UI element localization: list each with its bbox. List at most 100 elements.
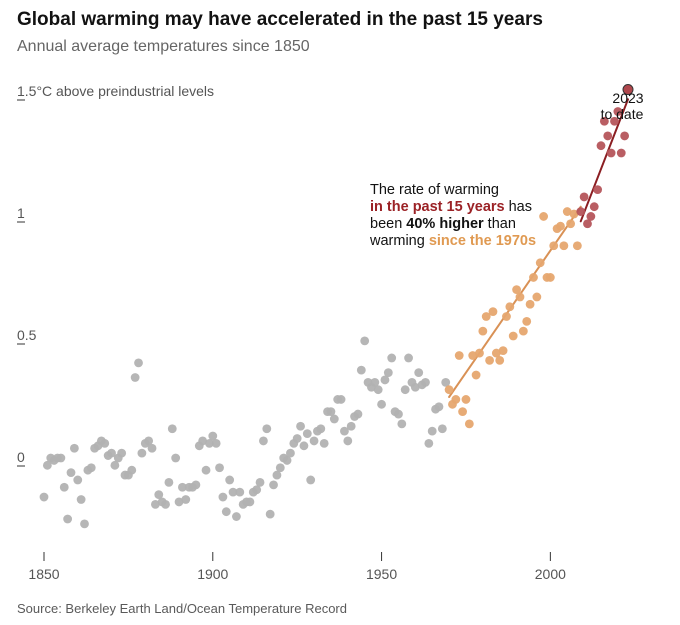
data-point [86, 463, 96, 473]
data-point [502, 312, 511, 321]
data-point [346, 421, 356, 431]
data-point [181, 495, 191, 504]
data-point [296, 421, 305, 431]
rate-annotation-line3: been 40% higher than [370, 216, 516, 232]
data-point [387, 353, 397, 363]
x-tick-label: 1850 [28, 566, 59, 582]
data-point [326, 407, 336, 417]
data-point [498, 346, 508, 356]
data-point [603, 131, 613, 141]
data-point [218, 492, 228, 502]
data-point [451, 395, 461, 404]
data-point [150, 499, 160, 509]
y-tick-label: 0 [17, 449, 25, 465]
data-point [272, 470, 282, 480]
data-point [522, 316, 532, 326]
data-point [215, 463, 224, 473]
data-point [306, 475, 316, 485]
data-point [299, 441, 309, 451]
x-tick-label: 2000 [535, 566, 566, 582]
data-point [525, 299, 535, 309]
callout-2023-line2: to date [601, 106, 644, 122]
rate-annotation-line1: The rate of warming [370, 182, 499, 198]
data-point [579, 192, 589, 202]
trend-line [579, 98, 629, 223]
data-point [427, 426, 437, 436]
data-point [549, 241, 559, 251]
data-point [42, 460, 52, 470]
data-point [576, 207, 586, 216]
rate-annotation-been: been [370, 216, 406, 232]
data-point [535, 258, 545, 268]
data-point [400, 385, 410, 395]
data-point [174, 497, 184, 507]
chart-subtitle: Annual average temperatures since 1850 [17, 38, 310, 55]
data-point [545, 273, 555, 282]
data-point [171, 453, 181, 463]
data-point [485, 356, 494, 365]
data-point [154, 490, 164, 499]
data-point [336, 395, 346, 404]
data-point [127, 465, 137, 475]
data-point [201, 465, 211, 475]
rate-annotation-warming: warming [369, 233, 429, 249]
rate-annotation-has: has [505, 199, 532, 215]
data-point [80, 519, 89, 529]
data-point [205, 438, 214, 448]
data-point [319, 438, 329, 448]
axis-layer: 1850 1900 1950 2000 0 0.5 1 1.5°C above preindu… [17, 83, 566, 582]
data-point [360, 336, 370, 346]
data-point [404, 353, 413, 363]
rate-annotation-line4: warming since the 1970s [369, 233, 536, 249]
data-point [394, 409, 403, 419]
x-tick-label: 1950 [366, 566, 397, 582]
data-point [100, 438, 110, 448]
data-point [282, 456, 292, 465]
data-point [529, 273, 538, 282]
data-point [39, 492, 49, 502]
source-note: Source: Berkeley Earth Land/Ocean Temper… [17, 601, 347, 616]
data-point [380, 375, 390, 385]
data-point [178, 482, 187, 492]
data-point [481, 312, 491, 321]
data-point [397, 419, 407, 429]
data-point [593, 185, 603, 195]
data-point [515, 292, 525, 302]
data-point [583, 219, 592, 229]
data-point [616, 148, 626, 158]
data-point [586, 212, 596, 221]
data-point [302, 429, 312, 438]
data-point [468, 351, 478, 360]
data-point [340, 426, 349, 436]
annotation-layer: 2023 to date The rate of warming in the … [369, 90, 644, 249]
data-point [164, 478, 174, 487]
data-point [505, 302, 515, 312]
rate-annotation-than: than [484, 216, 516, 232]
data-point [596, 141, 606, 151]
data-point [424, 438, 434, 448]
chart-title: Global warming may have accelerated in t… [17, 9, 543, 30]
data-point [410, 382, 420, 392]
data-point [495, 356, 505, 365]
rate-annotation-percent: 40% higher [406, 216, 484, 232]
data-point [309, 436, 319, 446]
data-point [235, 487, 245, 497]
data-point [441, 377, 451, 387]
data-point [269, 480, 278, 490]
data-point [73, 475, 83, 485]
data-point [539, 212, 549, 221]
data-point [356, 365, 366, 375]
data-point [167, 424, 177, 434]
data-point [464, 419, 474, 429]
points-layer [39, 84, 634, 529]
data-point [478, 326, 488, 336]
data-point [59, 482, 69, 492]
data-point [232, 512, 241, 521]
y-tick-label: 1 [17, 205, 25, 221]
data-point [454, 351, 464, 360]
data-point [383, 368, 393, 377]
data-point [252, 485, 262, 495]
data-point [572, 241, 582, 251]
data-point [508, 331, 518, 341]
